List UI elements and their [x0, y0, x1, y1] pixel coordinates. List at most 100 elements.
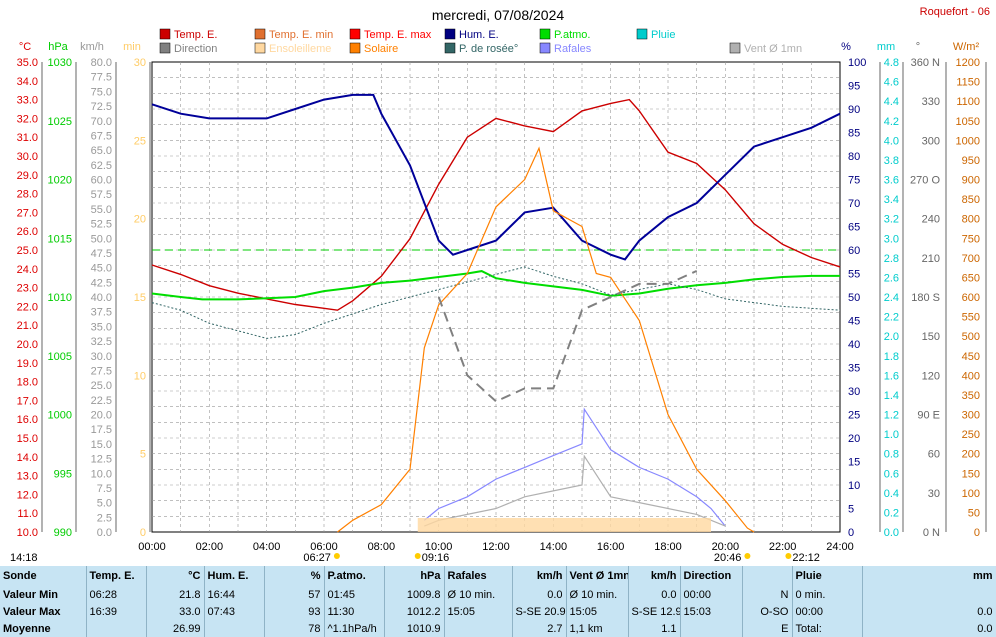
tick-temp: 20.0: [17, 339, 38, 351]
marker-sun-start: 09:16: [422, 552, 450, 564]
stats-cell: 2.7: [512, 620, 567, 637]
tick-pct: 95: [848, 81, 860, 93]
marker-sunrise: 06:27: [303, 552, 331, 564]
tick-kmh: 40.0: [91, 292, 112, 304]
tick-mm: 2.0: [884, 331, 899, 343]
tick-kmh: 72.5: [91, 101, 112, 113]
tick-x: 02:00: [196, 541, 224, 553]
tick-wm2: 400: [962, 370, 980, 382]
stats-table: Sonde Temp. E. °C Hum. E.% P.atmo. hPa Rafales…: [0, 566, 996, 637]
axis-unit: °: [916, 41, 920, 53]
tick-hpa: 990: [54, 527, 72, 539]
tick-x: 14:00: [540, 541, 568, 553]
tick-kmh: 47.5: [91, 248, 112, 260]
tick-kmh: 50.0: [91, 233, 112, 245]
tick-mm: 1.6: [884, 370, 899, 382]
stats-cell: 93: [264, 603, 325, 620]
legend-label: Temp. E. min: [269, 29, 333, 41]
stats-cell: Valeur Min: [0, 586, 87, 603]
stats-cell: 00:00: [792, 603, 863, 620]
series-line: [151, 270, 840, 301]
stats-cell: 16:39: [86, 603, 147, 620]
tick-temp: 12.0: [17, 489, 38, 501]
tick-wm2: 300: [962, 410, 980, 422]
tick-kmh: 45.0: [91, 263, 112, 275]
tick-kmh: 2.5: [97, 512, 112, 524]
stats-cell: [204, 620, 265, 637]
legend-label: Rafales: [554, 43, 592, 55]
tick-x: 00:00: [138, 541, 166, 553]
stats-cell: S-SE 20.9: [512, 603, 567, 620]
tick-wm2: 450: [962, 351, 980, 363]
tick-mm: 0.4: [884, 488, 899, 500]
tick-deg: 330: [922, 96, 940, 108]
stats-cell: 0.0: [862, 620, 996, 637]
tick-wm2: 750: [962, 233, 980, 245]
tick-wm2: 500: [962, 331, 980, 343]
stats-cell: 11:30: [324, 603, 385, 620]
tick-mm: 3.0: [884, 233, 899, 245]
tick-pct: 50: [848, 292, 860, 304]
tick-x: 06:00: [310, 541, 338, 553]
stats-cell: 06:28: [86, 586, 147, 603]
tick-temp: 15.0: [17, 433, 38, 445]
legend-swatch: [254, 28, 266, 40]
station-name: Roquefort - 06: [920, 6, 990, 18]
tick-hpa: 1025: [48, 116, 72, 128]
stats-cell: [680, 620, 743, 637]
stats-cell: 07:43: [204, 603, 265, 620]
tick-kmh: 0.0: [97, 527, 112, 539]
stats-cell: 0.0: [512, 586, 567, 603]
stats-cell: Total:: [792, 620, 863, 637]
stats-cell: 1.1: [628, 620, 681, 637]
tick-pct: 20: [848, 433, 860, 445]
stats-cell: 0 min.: [792, 586, 863, 603]
tick-kmh: 17.5: [91, 424, 112, 436]
tick-temp: 31.0: [17, 132, 38, 144]
tick-min: 25: [134, 135, 146, 147]
stats-cell: 16:44: [204, 586, 265, 603]
stats-cell: P.atmo.: [324, 566, 385, 586]
tick-pct: 70: [848, 198, 860, 210]
stats-cell: mm: [862, 566, 996, 586]
legend-label: Pluie: [651, 29, 675, 41]
tick-temp: 29.0: [17, 170, 38, 182]
tick-wm2: 0: [974, 527, 980, 539]
stats-cell: 1,1 km: [566, 620, 629, 637]
tick-x: 24:00: [826, 541, 854, 553]
tick-mm: 2.6: [884, 272, 899, 284]
stats-cell: 0.0: [862, 603, 996, 620]
tick-mm: 4.4: [884, 96, 899, 108]
tick-mm: 1.0: [884, 429, 899, 441]
marker-sun-icon: [414, 553, 421, 559]
tick-mm: 0.0: [884, 527, 899, 539]
tick-temp: 22.0: [17, 301, 38, 313]
tick-deg: 240: [922, 214, 940, 226]
tick-hpa: 1005: [48, 351, 72, 363]
tick-kmh: 5.0: [97, 498, 112, 510]
stats-cell: Pluie: [792, 566, 863, 586]
tick-pct: 5: [848, 504, 854, 516]
tick-temp: 16.0: [17, 414, 38, 426]
series-line: [424, 454, 726, 527]
tick-mm: 3.2: [884, 214, 899, 226]
tick-deg: 180 S: [911, 292, 940, 304]
tick-x: 10:00: [425, 541, 453, 553]
stats-cell: 78: [264, 620, 325, 637]
tick-wm2: 100: [962, 488, 980, 500]
stats-cell: 33.0: [146, 603, 205, 620]
stats-cell: Valeur Max: [0, 603, 87, 620]
tick-wm2: 200: [962, 449, 980, 461]
tick-kmh: 67.5: [91, 130, 112, 142]
legend-label: Hum. E.: [459, 29, 499, 41]
tick-pct: 40: [848, 339, 860, 351]
tick-pct: 0: [848, 527, 854, 539]
tick-hpa: 1010: [48, 292, 72, 304]
tick-kmh: 70.0: [91, 116, 112, 128]
stats-cell: 15:05: [566, 603, 629, 620]
tick-mm: 4.6: [884, 77, 899, 89]
tick-deg: 300: [922, 135, 940, 147]
tick-pct: 45: [848, 316, 860, 328]
tick-mm: 4.2: [884, 116, 899, 128]
tick-hpa: 995: [54, 468, 72, 480]
